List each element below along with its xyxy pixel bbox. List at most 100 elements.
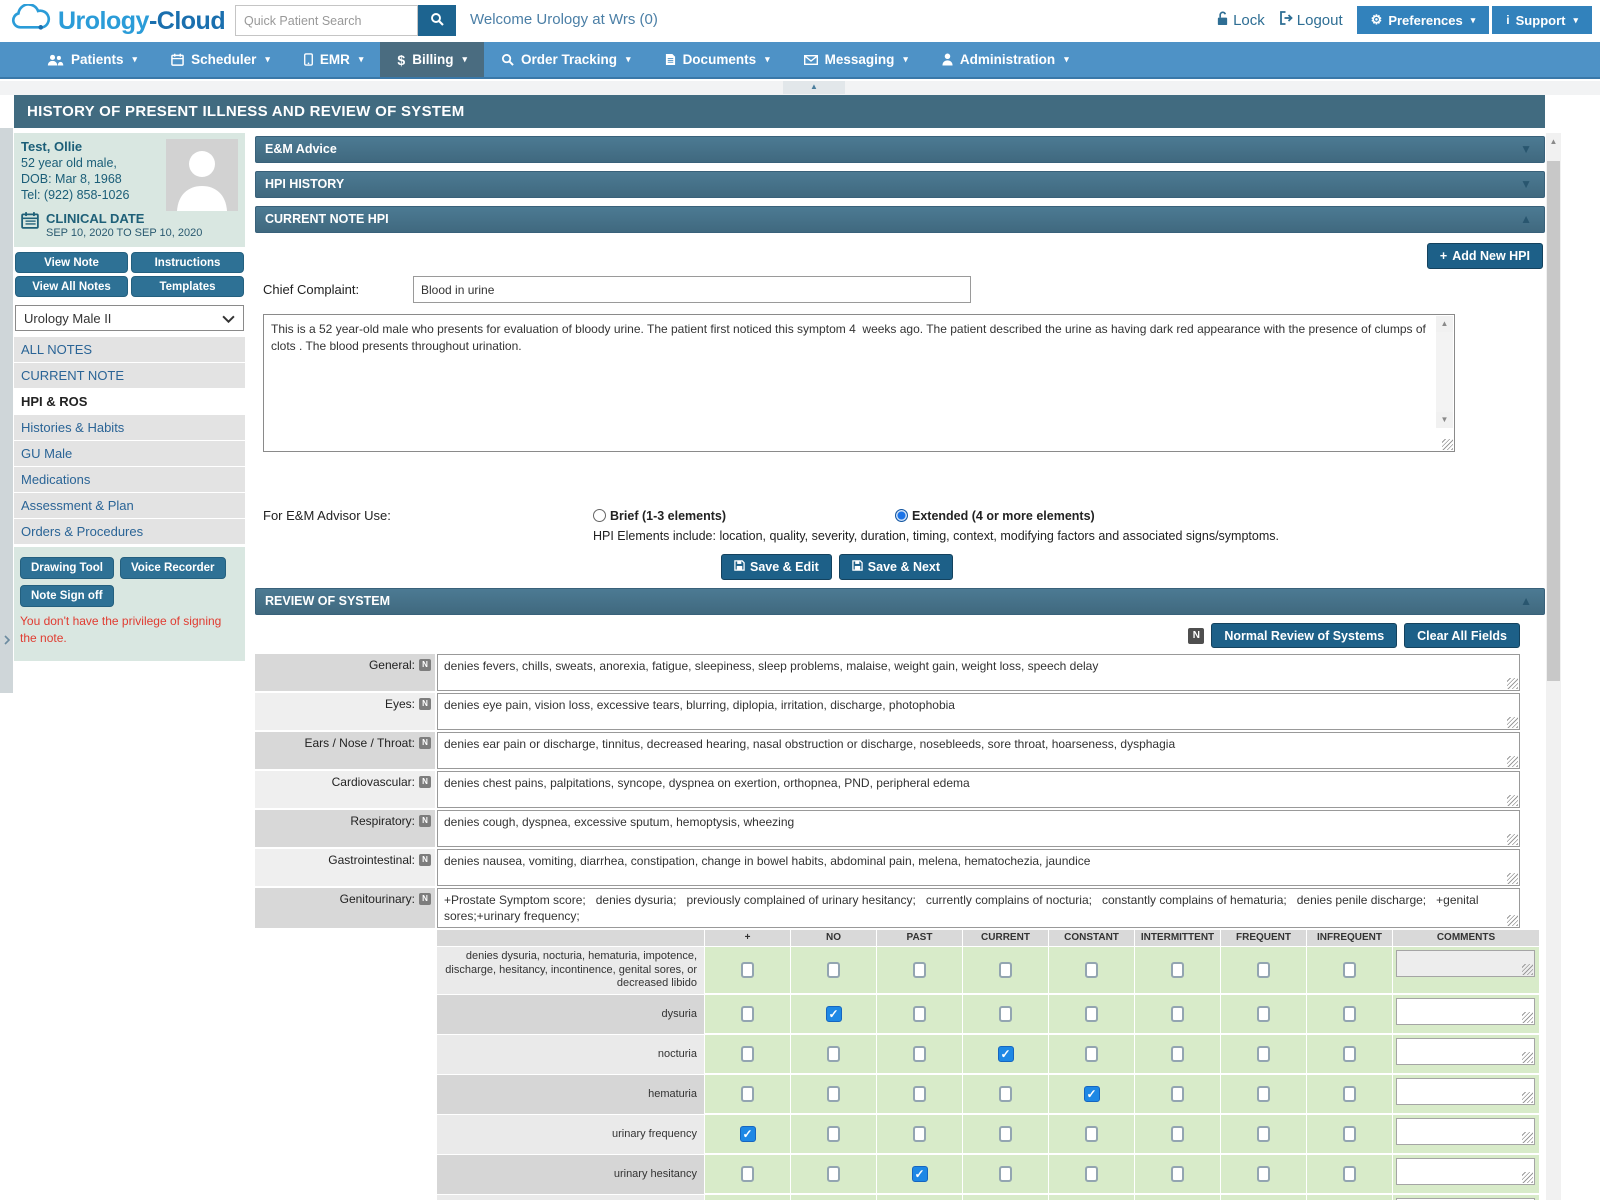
nav-item-order-tracking[interactable]: Order Tracking ▾ <box>484 42 648 77</box>
nav-item-patients[interactable]: Patients ▾ <box>30 42 154 77</box>
templates-button[interactable]: Templates <box>131 276 244 297</box>
unchecked-checkbox-urinary-frequency[interactable] <box>1171 1126 1184 1142</box>
resize-handle[interactable] <box>1507 873 1518 884</box>
voice-recorder-button[interactable]: Voice Recorder <box>119 557 226 579</box>
unchecked-checkbox-dysuria[interactable] <box>741 1006 754 1022</box>
ros-textarea-cardiovascular[interactable]: denies chest pains, palpitations, syncop… <box>437 771 1520 808</box>
view-note-button[interactable]: View Note <box>15 252 128 273</box>
preferences-button[interactable]: ⚙ Preferences ▾ <box>1356 6 1490 34</box>
resize-handle[interactable] <box>1522 1052 1533 1063</box>
support-button[interactable]: i Support ▾ <box>1492 6 1592 34</box>
unchecked-checkbox-urinary-frequency[interactable] <box>827 1126 840 1142</box>
checked-checkbox-hematuria[interactable]: ✓ <box>1083 1086 1100 1102</box>
unchecked-checkbox-urinary-frequency[interactable] <box>1343 1126 1356 1142</box>
unchecked-checkbox-hematuria[interactable] <box>1171 1086 1184 1102</box>
unchecked-checkbox-nocturia[interactable] <box>913 1046 926 1062</box>
normal-badge[interactable]: N <box>1188 627 1205 644</box>
unchecked-checkbox-nocturia[interactable] <box>827 1046 840 1062</box>
unchecked-checkbox-dysuria[interactable] <box>913 1006 926 1022</box>
resize-handle[interactable] <box>1507 834 1518 845</box>
unchecked-checkbox-denies-dysuria-nocturia-hematuria-impotence-discharge-hesitancy-incontinence-genital-sores-or-decreased-libido[interactable] <box>741 962 754 978</box>
nav-item-emr[interactable]: EMR ▾ <box>287 42 381 77</box>
save-edit-button[interactable]: Save & Edit <box>721 554 832 580</box>
resize-handle[interactable] <box>1522 1132 1533 1143</box>
unchecked-checkbox-urinary-hesitancy[interactable] <box>1257 1166 1270 1182</box>
radio-extended[interactable]: Extended (4 or more elements) <box>895 509 1095 523</box>
page-scrollbar[interactable]: ▲ <box>1546 133 1561 1200</box>
search-button[interactable] <box>418 5 456 36</box>
normal-badge[interactable]: N <box>419 659 431 671</box>
accordion-review-of-system[interactable]: REVIEW OF SYSTEM ▲ <box>255 588 1545 615</box>
accordion-hpi-history[interactable]: HPI HISTORY ▼ <box>255 171 1545 198</box>
resize-handle[interactable] <box>1507 795 1518 806</box>
comment-input-urinary-hesitancy[interactable] <box>1396 1158 1535 1185</box>
unchecked-checkbox-nocturia[interactable] <box>741 1046 754 1062</box>
resize-handle[interactable] <box>1507 717 1518 728</box>
scroll-up-icon[interactable]: ▲ <box>1546 133 1561 150</box>
comment-input-denies-dysuria-nocturia-hematuria-impotence-discharge-hesitancy-incontinence-genital-sores-or-decreased-libido[interactable] <box>1396 950 1535 977</box>
normal-badge[interactable]: N <box>419 698 431 710</box>
sidebar-item-orders-procedures[interactable]: Orders & Procedures <box>14 519 245 544</box>
hpi-narrative-textarea[interactable]: This is a 52 year-old male who presents … <box>263 314 1455 452</box>
normal-review-button[interactable]: Normal Review of Systems <box>1211 623 1398 648</box>
resize-handle[interactable] <box>1507 915 1518 926</box>
normal-badge[interactable]: N <box>419 776 431 788</box>
unchecked-checkbox-nocturia[interactable] <box>1343 1046 1356 1062</box>
search-input[interactable] <box>235 5 418 36</box>
checked-checkbox-nocturia[interactable]: ✓ <box>997 1046 1014 1062</box>
unchecked-checkbox-urinary-frequency[interactable] <box>1257 1126 1270 1142</box>
logout-button[interactable]: Logout <box>1279 11 1343 29</box>
unchecked-checkbox-hematuria[interactable] <box>741 1086 754 1102</box>
nav-collapse-tab[interactable]: ▲ <box>783 81 845 94</box>
sidebar-expand-handle[interactable] <box>0 626 13 654</box>
instructions-button[interactable]: Instructions <box>131 252 244 273</box>
unchecked-checkbox-hematuria[interactable] <box>1257 1086 1270 1102</box>
unchecked-checkbox-urinary-hesitancy[interactable] <box>999 1166 1012 1182</box>
note-sign-off-button[interactable]: Note Sign off <box>20 585 114 607</box>
checked-checkbox-dysuria[interactable]: ✓ <box>825 1006 842 1022</box>
resize-handle[interactable] <box>1442 439 1453 450</box>
resize-handle[interactable] <box>1522 1092 1533 1103</box>
scroll-up-icon[interactable]: ▲ <box>1436 316 1453 332</box>
comment-input-urinary-frequency[interactable] <box>1396 1118 1535 1145</box>
unchecked-checkbox-denies-dysuria-nocturia-hematuria-impotence-discharge-hesitancy-incontinence-genital-sores-or-decreased-libido[interactable] <box>913 962 926 978</box>
sidebar-item-assessment-plan[interactable]: Assessment & Plan <box>14 493 245 518</box>
comment-input-partial[interactable] <box>1396 1198 1535 1200</box>
ros-textarea-eyes[interactable]: denies eye pain, vision loss, excessive … <box>437 693 1520 730</box>
normal-badge[interactable]: N <box>419 737 431 749</box>
nav-item-messaging[interactable]: Messaging ▾ <box>787 42 925 77</box>
unchecked-checkbox-denies-dysuria-nocturia-hematuria-impotence-discharge-hesitancy-incontinence-genital-sores-or-decreased-libido[interactable] <box>827 962 840 978</box>
unchecked-checkbox-urinary-hesitancy[interactable] <box>827 1166 840 1182</box>
normal-badge[interactable]: N <box>419 893 431 905</box>
scrollbar-thumb[interactable] <box>1547 161 1560 681</box>
unchecked-checkbox-hematuria[interactable] <box>1343 1086 1356 1102</box>
sidebar-item-gu-male[interactable]: GU Male <box>14 441 245 466</box>
lock-button[interactable]: Lock <box>1216 11 1265 30</box>
sidebar-item-current-note[interactable]: CURRENT NOTE <box>14 363 245 388</box>
sidebar-item-hpi-ros[interactable]: HPI & ROS <box>14 389 245 414</box>
unchecked-checkbox-urinary-frequency[interactable] <box>913 1126 926 1142</box>
template-select[interactable]: Urology Male II <box>15 305 244 331</box>
add-new-hpi-button[interactable]: + Add New HPI <box>1426 243 1543 269</box>
unchecked-checkbox-denies-dysuria-nocturia-hematuria-impotence-discharge-hesitancy-incontinence-genital-sores-or-decreased-libido[interactable] <box>1343 962 1356 978</box>
normal-badge[interactable]: N <box>419 854 431 866</box>
unchecked-checkbox-urinary-hesitancy[interactable] <box>1085 1166 1098 1182</box>
accordion-current-note-hpi[interactable]: CURRENT NOTE HPI ▲ <box>255 206 1545 233</box>
checked-checkbox-urinary-hesitancy[interactable]: ✓ <box>911 1166 928 1182</box>
nav-item-billing[interactable]: $ Billing ▾ <box>380 42 484 77</box>
unchecked-checkbox-hematuria[interactable] <box>913 1086 926 1102</box>
ros-textarea-ears-nose-throat[interactable]: denies ear pain or discharge, tinnitus, … <box>437 732 1520 769</box>
unchecked-checkbox-denies-dysuria-nocturia-hematuria-impotence-discharge-hesitancy-incontinence-genital-sores-or-decreased-libido[interactable] <box>1085 962 1098 978</box>
sidebar-item-all-notes[interactable]: ALL NOTES <box>14 337 245 362</box>
app-logo[interactable]: Urology -Cloud <box>8 3 226 38</box>
unchecked-checkbox-urinary-hesitancy[interactable] <box>1343 1166 1356 1182</box>
save-next-button[interactable]: Save & Next <box>838 554 954 580</box>
accordion-em-advice[interactable]: E&M Advice ▼ <box>255 136 1545 163</box>
checked-checkbox-urinary-frequency[interactable]: ✓ <box>739 1126 756 1142</box>
unchecked-checkbox-urinary-frequency[interactable] <box>999 1126 1012 1142</box>
unchecked-checkbox-dysuria[interactable] <box>1171 1006 1184 1022</box>
ros-textarea-genitourinary[interactable]: +Prostate Symptom score; denies dysuria;… <box>437 888 1520 928</box>
nav-item-scheduler[interactable]: Scheduler ▾ <box>154 42 287 77</box>
unchecked-checkbox-nocturia[interactable] <box>1085 1046 1098 1062</box>
comment-input-hematuria[interactable] <box>1396 1078 1535 1105</box>
